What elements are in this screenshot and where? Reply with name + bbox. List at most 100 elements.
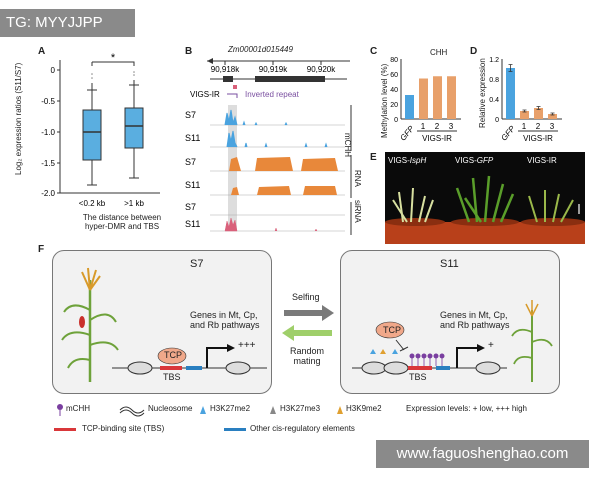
errorbar-d-1 bbox=[522, 109, 527, 113]
errorbar-d-2 bbox=[536, 106, 541, 110]
c-xtick-0: GFP bbox=[398, 124, 416, 143]
f-s11-genes-line1: Genes in Mt, Cp, bbox=[440, 310, 508, 320]
panel-a-ylabel: Log₂ expression ratios (S11/S7) bbox=[14, 62, 23, 175]
a-significance: * bbox=[111, 52, 116, 64]
bar-d-3 bbox=[548, 114, 557, 119]
bar-d-2 bbox=[534, 108, 543, 119]
f-arrow-left bbox=[282, 325, 332, 341]
c-xtick-3: 3 bbox=[449, 122, 454, 131]
b-vigs-label: VIGS-IR bbox=[190, 90, 220, 99]
b-group-sirna: siRNA bbox=[353, 200, 362, 223]
errorbar-d-0 bbox=[508, 64, 513, 72]
watermark-top: TG: MYYJJPP bbox=[0, 9, 135, 37]
d-group-label: VIGS-IR bbox=[523, 134, 553, 143]
b-coord-1: 90,919k bbox=[259, 65, 288, 74]
legend-nucleosome: Nucleosome bbox=[148, 404, 193, 413]
legend-h3k27me3-icon bbox=[270, 406, 276, 414]
f-s11-tcp: TCP bbox=[383, 325, 401, 335]
f-s11-genes-line2: and Rb pathways bbox=[440, 320, 510, 330]
b-track-s7-rna: S7 bbox=[185, 157, 196, 167]
b-inverted-repeat: Inverted repeat bbox=[245, 90, 300, 99]
panel-b-tracks: 90,918k 90,919k 90,920k VIGS-IR Inverted… bbox=[185, 58, 352, 235]
legend-mchh-icon bbox=[57, 404, 63, 410]
c-ytick-0: 80 bbox=[390, 57, 398, 64]
panel-c-title: CHH bbox=[430, 48, 448, 57]
legend-tbs: TCP-binding site (TBS) bbox=[82, 424, 165, 433]
b-coord-2: 90,920k bbox=[307, 65, 336, 74]
legend-other-icon bbox=[224, 428, 246, 431]
panel-e-photo bbox=[385, 152, 585, 244]
legend-h3k27me2-icon bbox=[200, 406, 206, 414]
s7-maize-plant bbox=[61, 267, 119, 382]
f-s7-genes-line1: Genes in Mt, Cp, bbox=[190, 310, 258, 320]
bar-d-1 bbox=[520, 111, 529, 119]
watermark-bottom: www.faguoshenghao.com bbox=[376, 440, 589, 468]
e-label-ir: VIGS-IR bbox=[527, 156, 557, 165]
c-xtick-1: 1 bbox=[421, 122, 426, 131]
a-ytick-0: 0 bbox=[51, 66, 56, 75]
e-label-isph: VIGS-IspH bbox=[388, 156, 427, 165]
panel-d-chart: 1.2 0.8 0.4 0 GFP 1 2 3 VIGS-IR bbox=[489, 57, 562, 143]
a-ytick-3: -1.5 bbox=[41, 159, 55, 168]
f-s7-tcp: TCP bbox=[164, 350, 182, 360]
c-group-label: VIGS-IR bbox=[422, 134, 452, 143]
panel-c-chart: 80 60 40 20 0 GFP 1 2 3 VIGS-IR bbox=[390, 57, 461, 143]
panel-f-diagram bbox=[61, 267, 553, 382]
legend-other: Other cis-regulatory elements bbox=[250, 424, 355, 433]
legend-icons bbox=[54, 404, 343, 431]
panel-d-label: D bbox=[470, 46, 478, 57]
d-ytick-2: 0.4 bbox=[489, 97, 499, 104]
bar-c-0 bbox=[405, 95, 414, 119]
f-arrow-right bbox=[284, 305, 334, 321]
f-arrow-top-label: Selfing bbox=[292, 292, 320, 302]
f-arrow-bottom-label: Random mating bbox=[290, 346, 324, 366]
c-ytick-3: 20 bbox=[390, 102, 398, 109]
d-ytick-3: 0 bbox=[495, 117, 499, 124]
c-ytick-2: 40 bbox=[390, 87, 398, 94]
errorbar-d-3 bbox=[550, 112, 555, 116]
c-ytick-1: 60 bbox=[390, 72, 398, 79]
legend-h3k9me2: H3K9me2 bbox=[346, 404, 382, 413]
d-xtick-2: 2 bbox=[536, 122, 541, 131]
panel-a-boxplot: 0 -0.5 -1.0 -1.5 -2.0 * <0.2 kb >1 kb bbox=[41, 52, 160, 208]
bar-c-2 bbox=[433, 76, 442, 119]
a-xlabel-line2: hyper-DMR and TBS bbox=[84, 222, 160, 231]
panel-a-label: A bbox=[38, 46, 46, 57]
a-ytick-2: -1.0 bbox=[41, 128, 55, 137]
a-xlabel-line1: The distance between bbox=[82, 213, 162, 222]
legend-nucleosome-icon bbox=[119, 406, 145, 417]
b-track-s7-sirna: S7 bbox=[185, 202, 196, 212]
legend-mchh: mCHH bbox=[66, 404, 90, 413]
a-ytick-4: -2.0 bbox=[41, 189, 55, 198]
b-track-s11-sirna: S11 bbox=[185, 219, 200, 229]
s11-maize-plant bbox=[511, 300, 553, 382]
d-xtick-1: 1 bbox=[522, 122, 527, 131]
c-xtick-2: 2 bbox=[435, 122, 440, 131]
b-group-rna: RNA bbox=[353, 170, 362, 187]
panel-e-label: E bbox=[370, 152, 377, 163]
e-label-gfp: VIGS-GFP bbox=[455, 156, 494, 165]
panel-c-label: C bbox=[370, 46, 378, 57]
b-track-s11-mchh: S11 bbox=[185, 133, 200, 143]
f-s11-plus: + bbox=[488, 340, 494, 351]
b-group-mchh: mCHH bbox=[343, 133, 352, 157]
b-track-s11-rna: S11 bbox=[185, 180, 200, 190]
bar-c-1 bbox=[419, 78, 428, 119]
legend-h3k27me2: H3K27me2 bbox=[210, 404, 251, 413]
f-arrow-bottom-line1: Random bbox=[290, 346, 325, 356]
legend-h3k27me3: H3K27me3 bbox=[280, 404, 321, 413]
c-ytick-4: 0 bbox=[394, 117, 398, 124]
f-s11-title: S11 bbox=[440, 258, 459, 270]
b-gene-name: Zm00001d015449 bbox=[228, 45, 293, 54]
legend-tbs-icon bbox=[54, 428, 76, 431]
d-xtick-0: GFP bbox=[499, 124, 517, 143]
bar-d-0 bbox=[506, 68, 515, 119]
f-s7-genes: Genes in Mt, Cp, and Rb pathways bbox=[190, 310, 260, 330]
a-ytick-1: -0.5 bbox=[41, 97, 55, 106]
b-track-s7-mchh: S7 bbox=[185, 110, 196, 120]
d-ytick-0: 1.2 bbox=[489, 57, 499, 64]
bar-c-3 bbox=[447, 76, 456, 119]
b-coord-0: 90,918k bbox=[211, 65, 240, 74]
f-s7-genes-line2: and Rb pathways bbox=[190, 320, 260, 330]
f-arrow-bottom-line2: mating bbox=[293, 356, 321, 366]
